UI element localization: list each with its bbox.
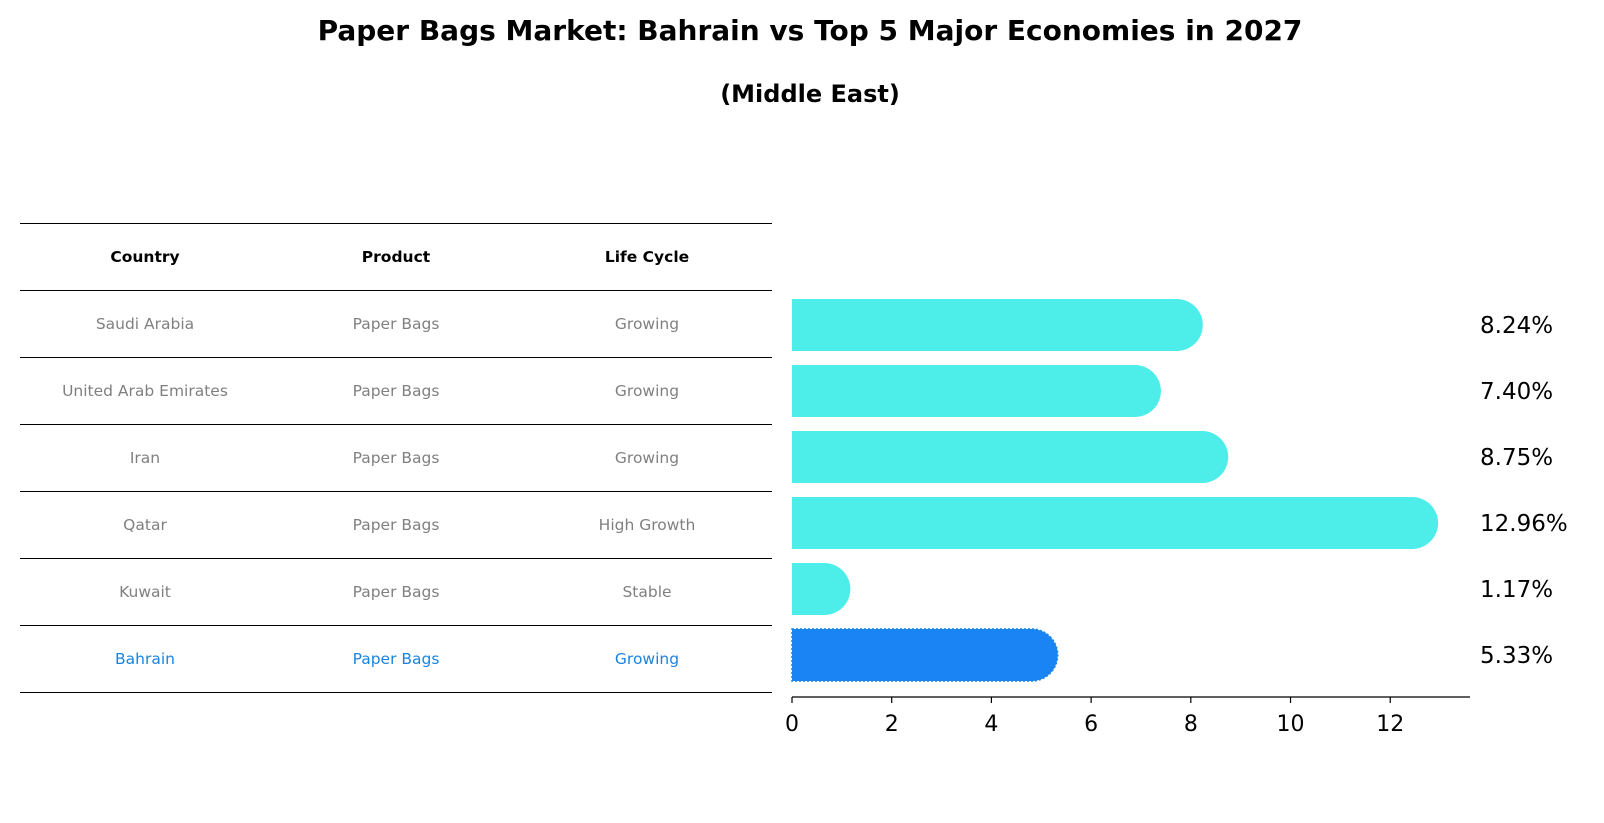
cell-product: Paper Bags (352, 650, 440, 668)
cell-product: Paper Bags (352, 315, 440, 333)
cell-country: Saudi Arabia (95, 315, 195, 333)
cell-life-cycle: Growing (614, 382, 680, 400)
bar (792, 497, 1439, 549)
table-row: Iran Paper Bags Growing (20, 424, 772, 491)
table-row: United Arab Emirates Paper Bags Growing (20, 357, 772, 424)
bar (792, 365, 1161, 417)
table-row-highlight: Bahrain Paper Bags Growing (20, 625, 772, 693)
chart-title: Paper Bags Market: Bahrain vs Top 5 Majo… (317, 14, 1303, 47)
bar (792, 431, 1229, 483)
cell-country: Iran (129, 449, 161, 467)
market-table: Country Product Life Cycle Saudi Arabia … (20, 223, 772, 693)
bar-highlight (791, 628, 1059, 682)
cell-life-cycle: High Growth (598, 516, 696, 534)
bar-value-label: 1.17% (1480, 577, 1553, 603)
x-tick-label: 0 (785, 712, 799, 737)
x-tick-label: 10 (1277, 712, 1305, 737)
cell-country: United Arab Emirates (62, 382, 228, 400)
cell-country: Kuwait (119, 583, 171, 601)
cell-life-cycle: Growing (614, 449, 680, 467)
cell-country: Qatar (123, 516, 167, 534)
bar (792, 299, 1203, 351)
x-tick-label: 6 (1084, 712, 1098, 737)
table-row: Saudi Arabia Paper Bags Growing (20, 290, 772, 357)
bar-value-label: 8.24% (1480, 313, 1553, 339)
x-tick-label: 12 (1376, 712, 1404, 737)
cell-life-cycle: Growing (614, 650, 680, 668)
cell-product: Paper Bags (352, 516, 440, 534)
x-tick-label: 8 (1184, 712, 1198, 737)
bar-value-label: 12.96% (1480, 511, 1568, 537)
x-tick-label: 2 (885, 712, 899, 737)
bar-value-label: 8.75% (1480, 445, 1553, 471)
header-country: Country (110, 248, 180, 266)
table-row: Qatar Paper Bags High Growth (20, 491, 772, 558)
cell-life-cycle: Growing (614, 315, 680, 333)
bar (792, 563, 851, 615)
header-life-cycle: Life Cycle (604, 248, 690, 266)
table-row: Kuwait Paper Bags Stable (20, 558, 772, 625)
cell-product: Paper Bags (352, 583, 440, 601)
cell-product: Paper Bags (352, 382, 440, 400)
cell-life-cycle: Stable (622, 583, 672, 601)
x-tick-label: 4 (984, 712, 998, 737)
header-product: Product (361, 248, 431, 266)
chart-subtitle: (Middle East) (720, 80, 900, 108)
table-header-row: Country Product Life Cycle (20, 223, 772, 290)
bar-value-label: 5.33% (1480, 643, 1553, 669)
cell-product: Paper Bags (352, 449, 440, 467)
cell-country: Bahrain (115, 650, 175, 668)
bar-value-label: 7.40% (1480, 379, 1553, 405)
